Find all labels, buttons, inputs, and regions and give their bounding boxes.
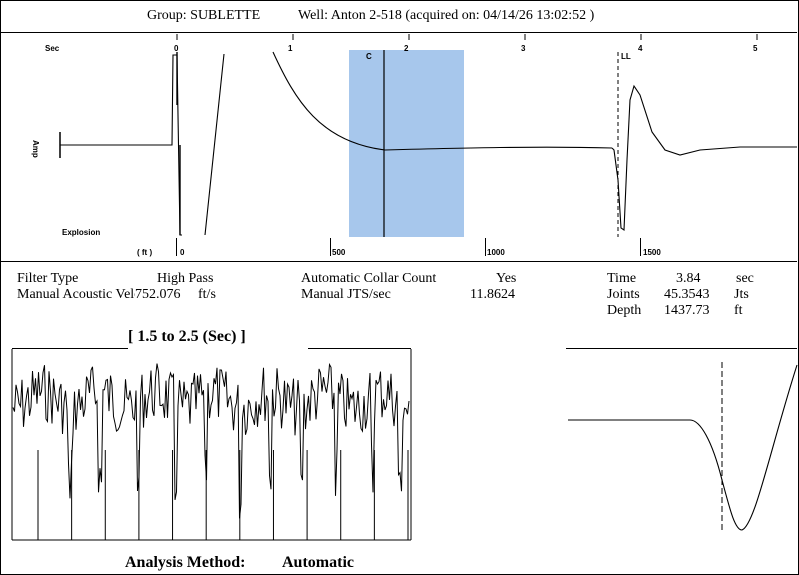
depth-tick-mark-1000	[485, 238, 486, 256]
analysis-method-value: Automatic	[282, 554, 354, 571]
depth-unit: ft	[734, 303, 743, 318]
zoom-window-title: [ 1.5 to 2.5 (Sec) ]	[128, 328, 246, 345]
velocity-unit: ft/s	[198, 287, 216, 302]
time-tick-3: 3	[521, 44, 526, 53]
main-trace-chart	[59, 34, 797, 237]
velocity-label: Manual Acoustic Velo	[17, 287, 135, 302]
liquid-level-echo	[611, 84, 797, 231]
jts-label: Manual JTS/sec	[301, 287, 391, 302]
liquid-level-label: LL	[621, 52, 631, 61]
depth-axis-label: ( ft )	[137, 248, 153, 257]
well-label: Well: Anton 2-518 (acquired on: 04/14/26…	[298, 8, 595, 23]
echo-title-rule	[566, 348, 797, 349]
highlight-window[interactable]	[349, 50, 464, 237]
depth-tick-1500: 1500	[643, 248, 661, 257]
time-tick-5: 5	[753, 44, 758, 53]
time-tick-2: 2	[404, 44, 409, 53]
time-tick-0: 0	[174, 44, 179, 53]
group-label: Group: SUBLETTE	[147, 8, 261, 23]
zoom-title-rule-right	[308, 348, 411, 349]
time-axis-label: Sec	[45, 44, 60, 53]
collar-count-value: Yes	[496, 271, 517, 286]
depth-tick-500: 500	[332, 248, 346, 257]
explosion-label: Explosion	[62, 228, 101, 237]
amp-axis-label: Amp	[31, 140, 40, 158]
velocity-value: 752.076	[135, 287, 181, 302]
filter-type-label: Filter Type	[17, 271, 79, 286]
analysis-method-label: Analysis Method:	[125, 554, 246, 571]
time-tick-1: 1	[288, 44, 293, 53]
collar-count-label: Automatic Collar Count	[301, 271, 437, 286]
zoom-title-rule-left	[12, 348, 128, 349]
depth-tick-mark-1500	[640, 238, 641, 256]
time-unit: sec	[736, 271, 754, 286]
main-trace-decay	[272, 51, 613, 151]
depth-value: 1437.73	[664, 303, 710, 318]
depth-label: Depth	[607, 303, 642, 318]
joints-unit: Jts	[734, 287, 749, 302]
depth-tick-mark-500	[330, 238, 331, 256]
trace-ramp	[204, 53, 225, 236]
header-bar: Group: SUBLETTE Well: Anton 2-518 (acqui…	[0, 0, 797, 33]
depth-tick-mark-0	[176, 238, 177, 256]
depth-tick-1000: 1000	[487, 248, 505, 257]
chart-divider	[0, 261, 797, 262]
joints-label: Joints	[607, 287, 640, 302]
joints-value: 45.3543	[664, 287, 710, 302]
depth-tick-0: 0	[180, 248, 185, 257]
collar-marker-label: C	[366, 52, 372, 61]
time-label: Time	[607, 271, 637, 286]
time-value: 3.84	[676, 271, 701, 286]
time-tick-4: 4	[638, 44, 643, 53]
jts-value: 11.8624	[470, 287, 515, 302]
filter-type-value: High Pass	[157, 271, 214, 286]
explosion-pulse	[60, 54, 182, 236]
